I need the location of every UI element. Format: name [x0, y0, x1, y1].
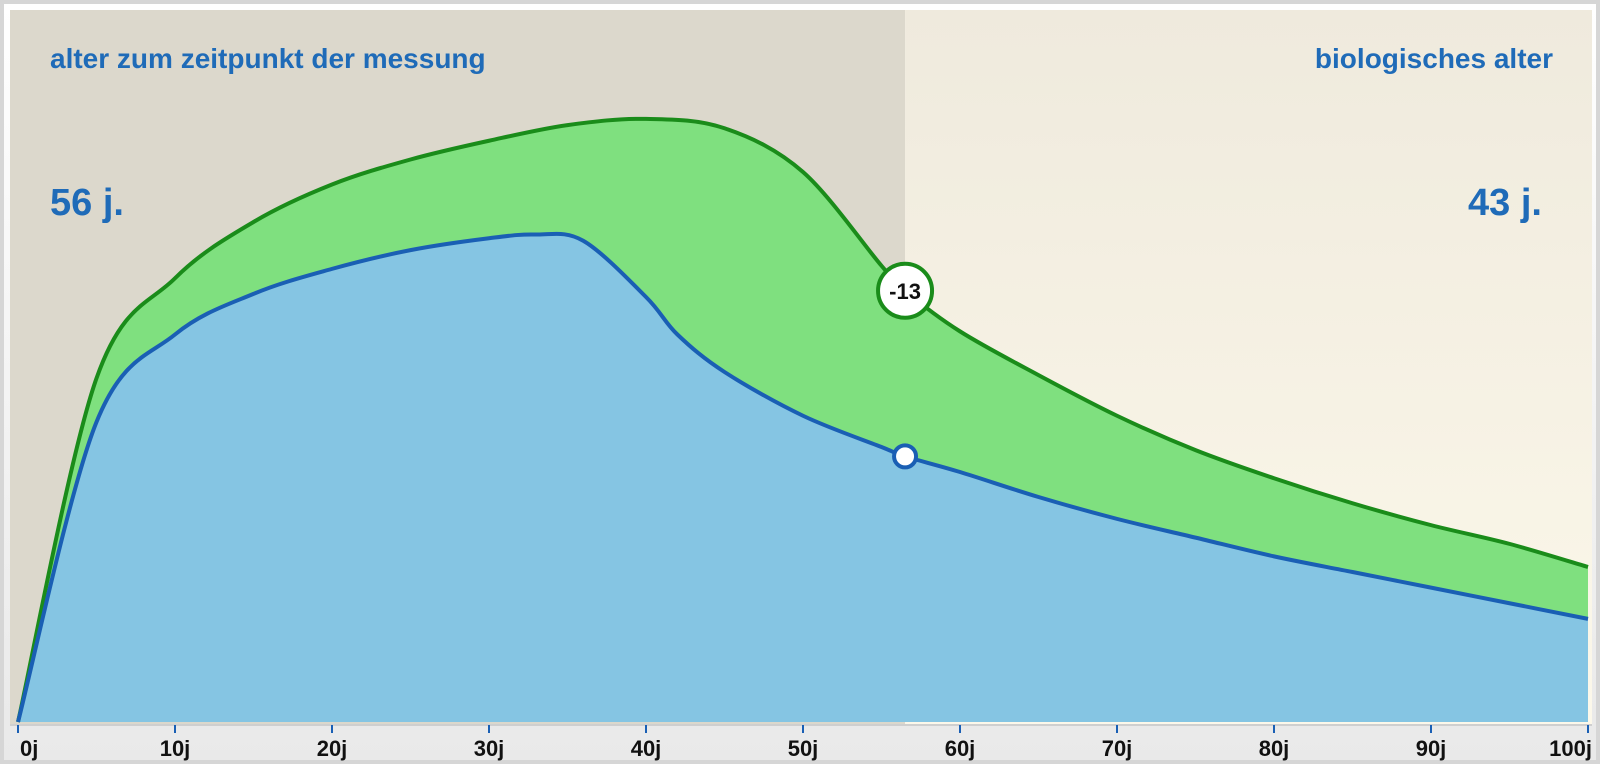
x-axis-ticks: 0j 10j 20j 30j 40j 50j 60j 70j 80j 90j 100j — [17, 725, 1592, 761]
x-tick-label: 50j — [788, 736, 819, 761]
x-tick-label: 90j — [1416, 736, 1447, 761]
x-tick-label: 60j — [945, 736, 976, 761]
difference-badge-circle — [876, 261, 935, 320]
x-tick-label: 70j — [1102, 736, 1133, 761]
biological-age-marker — [892, 443, 919, 470]
measurement-age-value: 56 j. — [50, 182, 124, 224]
series-line-0 — [16, 116, 1589, 723]
difference-value: -13 — [889, 279, 921, 304]
x-tick-label: 20j — [317, 736, 348, 761]
x-tick-label: 100j — [1549, 736, 1592, 761]
measurement-age-label: alter zum zeitpunkt der messung — [50, 43, 486, 74]
x-tick-label: 10j — [160, 736, 191, 761]
series-areas — [18, 118, 1588, 723]
x-tick-label: 80j — [1259, 736, 1290, 761]
x-tick-label: 40j — [631, 736, 662, 761]
series-area-1 — [18, 233, 1588, 722]
x-tick-label: 0j — [20, 736, 38, 761]
x-tick-label: 30j — [474, 736, 505, 761]
series-line-1 — [16, 231, 1589, 723]
age-difference-badge: -13 — [876, 261, 935, 320]
biological-age-label: biologisches alter — [1315, 43, 1553, 74]
series-lines — [16, 116, 1589, 723]
biological-age-value: 43 j. — [1468, 182, 1542, 224]
